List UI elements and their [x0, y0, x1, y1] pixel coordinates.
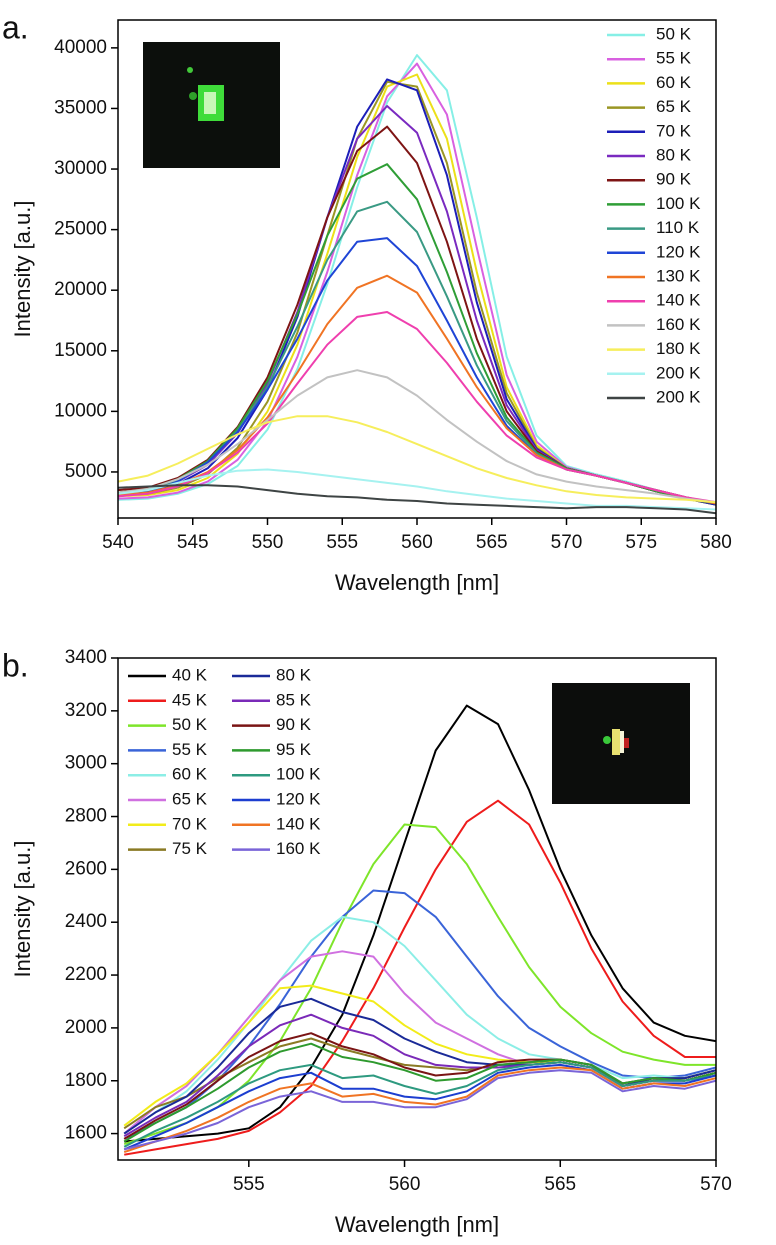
y-tick-label: 2000 [65, 1017, 107, 1038]
legend-label: 60 K [656, 73, 692, 92]
legend-label: 200 K [656, 363, 701, 382]
legend-label: 60 K [172, 765, 208, 784]
legend-label: 140 K [656, 291, 701, 310]
series-line [118, 484, 716, 515]
series-line [123, 915, 716, 1135]
y-tick-label: 1600 [65, 1123, 107, 1144]
x-tick-label: 540 [102, 532, 134, 553]
x-tick-label: 570 [551, 532, 583, 553]
legend-label: 200 K [656, 387, 701, 406]
legend-label: 160 K [656, 315, 701, 334]
plot-frame [117, 19, 717, 519]
legend-label: 90 K [656, 170, 692, 189]
y-tick-label: 2800 [65, 806, 107, 827]
x-tick-label: 545 [177, 532, 209, 553]
legend-label: 140 K [276, 814, 321, 833]
x-tick-label: 565 [544, 1174, 576, 1195]
legend-label: 45 K [172, 690, 208, 709]
panel: a. Intensity [a.u.] Wavelength [nm] 5000 100… [2, 9, 732, 594]
y-axis-title: Intensity [a.u.] [10, 841, 35, 978]
plot-frame [117, 657, 717, 1161]
legend-label: 120 K [276, 789, 321, 808]
legend-label: 85 K [276, 690, 312, 709]
legend-label: 160 K [276, 839, 321, 858]
y-tick-label: 2200 [65, 964, 107, 985]
y-tick-label: 40000 [54, 37, 107, 58]
legend-label: 40 K [172, 665, 208, 684]
y-tick-label: 1800 [65, 1070, 107, 1091]
y-axis-title: Intensity [a.u.] [10, 201, 35, 338]
legend-label: 80 K [276, 665, 312, 684]
y-tick-label: 30000 [54, 158, 107, 179]
panel-label: a. [2, 9, 29, 45]
series-line [118, 369, 716, 504]
legend-label: 70 K [656, 121, 692, 140]
series-line [124, 704, 716, 1143]
legend-label: 180 K [656, 339, 701, 358]
y-tick-label: 2400 [65, 911, 107, 932]
legend-label: 75 K [172, 839, 208, 858]
series-line [123, 1042, 716, 1143]
legend-label: 100 K [656, 194, 701, 213]
x-axis-title: Wavelength [nm] [335, 1212, 499, 1237]
y-tick-label: 2600 [65, 858, 107, 879]
legend-label: 100 K [276, 765, 321, 784]
series-line [123, 823, 716, 1146]
y-tick-label: 35000 [54, 97, 107, 118]
x-tick-label: 555 [233, 1174, 265, 1195]
legend-label: 65 K [656, 97, 692, 116]
series-line [123, 1069, 716, 1151]
legend-label: 70 K [172, 814, 208, 833]
x-tick-label: 575 [625, 532, 657, 553]
x-tick-label: 550 [252, 532, 284, 553]
legend-label: 65 K [172, 789, 208, 808]
x-tick-label: 560 [389, 1174, 421, 1195]
x-tick-label: 565 [476, 532, 508, 553]
inset-photo-b [552, 683, 690, 804]
x-tick-label: 580 [700, 532, 732, 553]
y-tick-label: 10000 [54, 400, 107, 421]
legend-label: 80 K [656, 145, 692, 164]
legend-label: 130 K [656, 266, 701, 285]
panel-label: b. [2, 647, 29, 683]
x-tick-label: 555 [326, 532, 358, 553]
legend-label: 95 K [276, 740, 312, 759]
series-line [118, 468, 716, 511]
plot-area [123, 704, 716, 1156]
y-tick-label: 5000 [65, 461, 107, 482]
series-line [124, 799, 716, 1156]
plot-area [118, 54, 716, 515]
x-tick-label: 560 [401, 532, 433, 553]
series-line [118, 163, 716, 505]
legend-label: 50 K [656, 24, 692, 43]
series-line [118, 311, 716, 504]
series-line [118, 54, 716, 506]
legend-label: 55 K [656, 49, 692, 68]
legend-label: 90 K [276, 715, 312, 734]
inset-photo-a [143, 42, 280, 168]
legend-label: 120 K [656, 242, 701, 261]
y-tick-label: 3400 [65, 647, 107, 668]
series-line [123, 889, 716, 1140]
series-line [123, 1061, 716, 1148]
x-axis-title: Wavelength [nm] [335, 570, 499, 595]
series-line [118, 415, 716, 504]
series-line [118, 125, 716, 505]
y-tick-label: 15000 [54, 340, 107, 361]
series-line [118, 200, 716, 505]
x-tick-label: 570 [700, 1174, 732, 1195]
legend-label: 55 K [172, 740, 208, 759]
legend-label: 50 K [172, 715, 208, 734]
y-tick-label: 20000 [54, 279, 107, 300]
y-tick-label: 25000 [54, 219, 107, 240]
legend-label: 110 K [656, 218, 700, 237]
panel: b. Intensity [a.u.] Wavelength [nm] 1600 180… [2, 647, 732, 1237]
y-tick-label: 3000 [65, 753, 107, 774]
y-tick-label: 3200 [65, 700, 107, 721]
series-line [123, 1066, 716, 1154]
